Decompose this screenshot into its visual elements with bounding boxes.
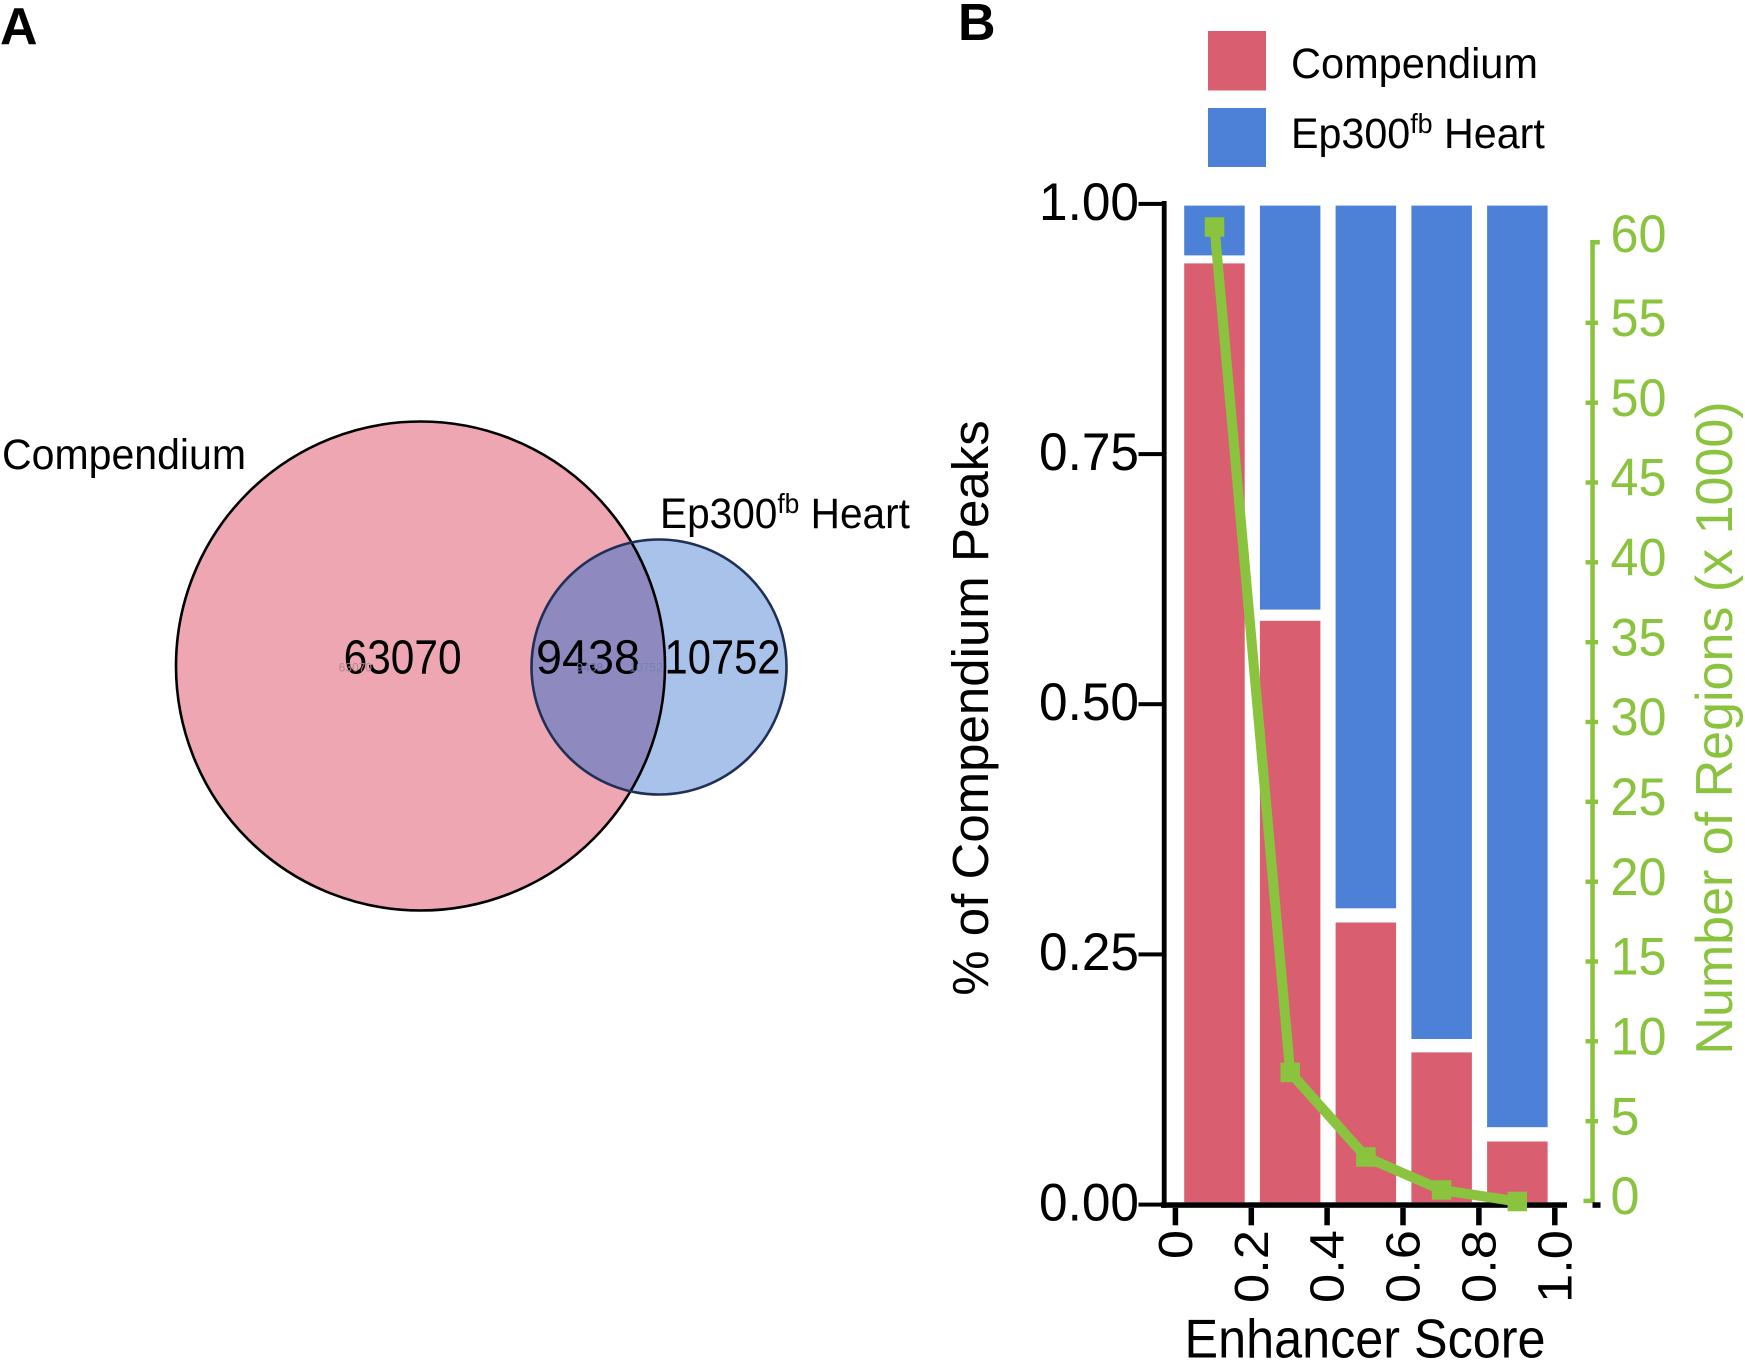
svg-text:0.00: 0.00 [1039,1173,1139,1232]
svg-text:10: 10 [1611,1008,1667,1067]
svg-text:0: 0 [1611,1167,1640,1226]
svg-text:5: 5 [1611,1087,1640,1146]
svg-text:Compendium: Compendium [2,431,246,479]
svg-text:10752: 10752 [665,632,781,685]
svg-text:55: 55 [1611,289,1667,348]
svg-text:20: 20 [1611,848,1667,907]
svg-text:63070: 63070 [339,661,373,675]
svg-text:% of Compendium Peaks: % of Compendium Peaks [942,420,999,995]
svg-text:9438: 9438 [576,661,603,675]
svg-text:0.8: 0.8 [1453,1230,1506,1303]
svg-text:Number of Regions (x 1000): Number of Regions (x 1000) [1686,401,1744,1054]
svg-text:B: B [958,0,996,52]
svg-text:Ep300fb Heart: Ep300fb Heart [660,487,910,537]
svg-text:0.25: 0.25 [1039,923,1139,982]
svg-text:35: 35 [1611,608,1667,667]
svg-text:1.0: 1.0 [1529,1230,1582,1303]
svg-text:Ep300fb Heart: Ep300fb Heart [1291,107,1545,157]
svg-text:10752: 10752 [629,661,663,675]
svg-text:25: 25 [1611,768,1667,827]
svg-text:50: 50 [1611,369,1667,428]
svg-text:0.75: 0.75 [1039,423,1139,482]
svg-text:A: A [0,0,38,56]
svg-text:40: 40 [1611,529,1667,588]
svg-text:0.4: 0.4 [1302,1230,1355,1303]
svg-text:0.50: 0.50 [1039,673,1139,732]
svg-text:0.6: 0.6 [1378,1230,1431,1303]
svg-text:9438: 9438 [536,632,640,685]
svg-text:45: 45 [1611,449,1667,508]
svg-text:15: 15 [1611,928,1667,987]
svg-text:63070: 63070 [344,632,462,685]
svg-text:60: 60 [1611,205,1667,264]
svg-text:30: 30 [1611,688,1667,747]
svg-text:Enhancer Score: Enhancer Score [1185,1308,1546,1370]
svg-text:1.00: 1.00 [1039,173,1139,232]
svg-text:Compendium: Compendium [1291,40,1538,88]
svg-text:0: 0 [1150,1230,1203,1259]
svg-text:0.2: 0.2 [1226,1230,1279,1303]
